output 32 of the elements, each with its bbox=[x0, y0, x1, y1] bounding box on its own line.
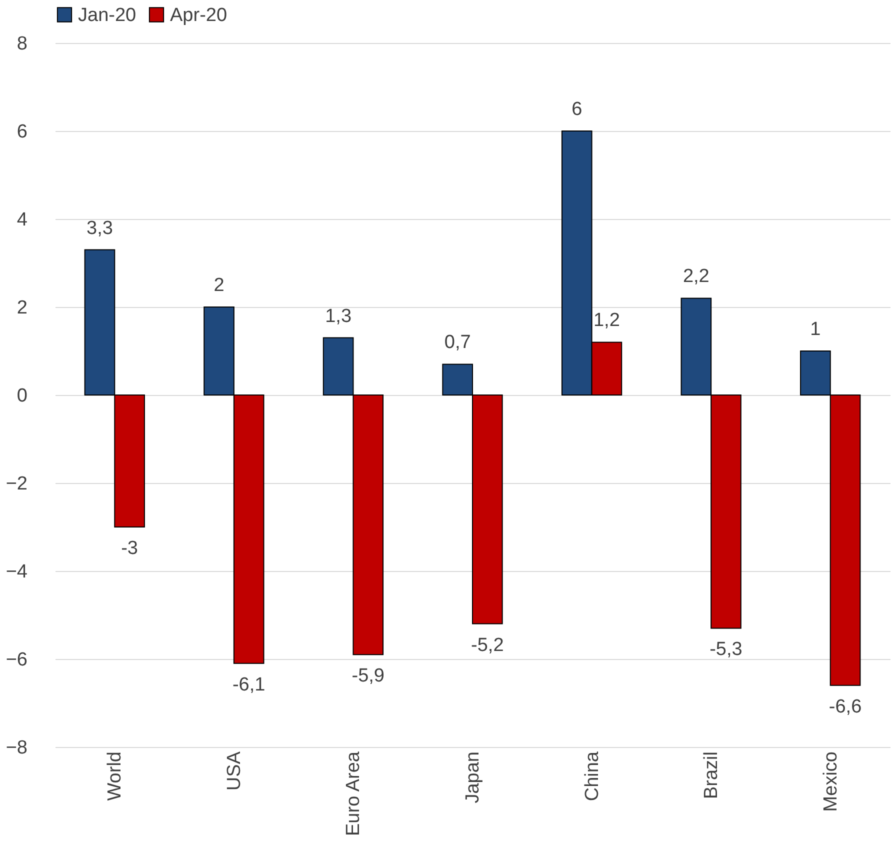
x-tick-label: China bbox=[582, 751, 603, 802]
data-label: -5,9 bbox=[352, 666, 384, 687]
x-tick-label: World bbox=[104, 752, 126, 801]
data-label: -6,1 bbox=[232, 674, 266, 696]
data-label: -3 bbox=[121, 538, 138, 559]
y-tick-label: −2 bbox=[6, 474, 28, 494]
x-tick-label: Euro Area bbox=[343, 751, 364, 836]
x-tick-label: Japan bbox=[462, 752, 484, 804]
y-tick-label: 8 bbox=[16, 34, 28, 54]
x-tick-label: Brazil bbox=[701, 752, 722, 800]
data-label: 0,7 bbox=[444, 332, 471, 354]
data-label: 1,2 bbox=[593, 310, 620, 332]
data-label: 1,3 bbox=[325, 306, 352, 327]
legend-label: Jan-20 bbox=[78, 4, 136, 26]
legend-label: Apr-20 bbox=[170, 4, 228, 26]
y-tick-label: 0 bbox=[16, 386, 28, 406]
data-label: -5,2 bbox=[471, 634, 504, 656]
data-label: -5,3 bbox=[710, 639, 742, 660]
x-tick-label: Mexico bbox=[820, 752, 842, 812]
data-label: 3,3 bbox=[86, 218, 113, 239]
data-label: 2,2 bbox=[682, 266, 710, 288]
data-label: -6,6 bbox=[828, 696, 862, 718]
y-tick-label: 6 bbox=[16, 122, 28, 142]
y-tick-label: −4 bbox=[6, 562, 28, 582]
y-tick-label: −6 bbox=[6, 650, 28, 670]
y-tick-label: −8 bbox=[6, 738, 28, 758]
y-tick-label: 2 bbox=[16, 298, 28, 318]
data-label: 2 bbox=[214, 275, 224, 296]
data-label: 6 bbox=[572, 99, 582, 120]
x-tick-label: USA bbox=[224, 751, 245, 791]
y-tick-label: 4 bbox=[16, 210, 28, 230]
data-label: 1 bbox=[810, 319, 821, 340]
